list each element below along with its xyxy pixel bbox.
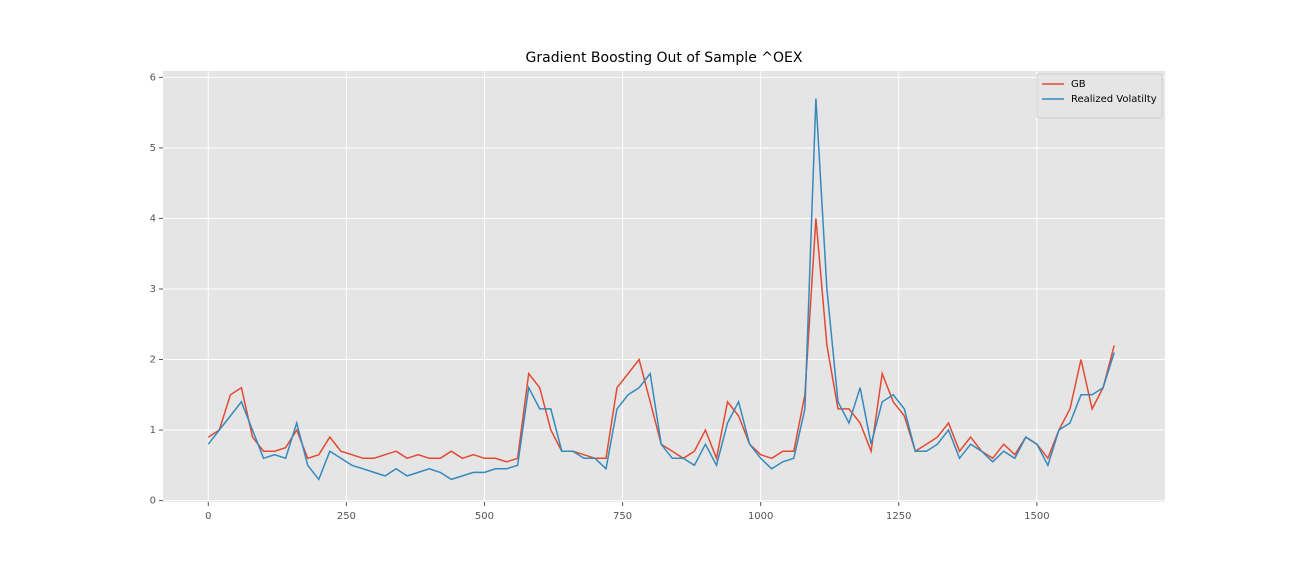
x-tick-label: 1250 [886,511,911,522]
y-tick-label: 4 [150,213,156,224]
x-tick-label: 0 [205,511,211,522]
plot-area [163,71,1165,502]
x-tick-label: 1000 [748,511,773,522]
y-tick-label: 1 [150,425,156,436]
legend-text: GB [1071,79,1086,90]
chart-title: Gradient Boosting Out of Sample ^OEX [526,50,803,66]
y-tick-label: 6 [150,72,156,83]
y-tick-label: 0 [150,496,156,507]
y-tick-label: 5 [150,143,156,154]
x-tick-label: 500 [475,511,494,522]
legend-text: Realized Volatilty [1071,94,1157,105]
legend-box [1036,73,1163,119]
x-tick-label: 250 [337,511,356,522]
y-tick-label: 3 [150,284,156,295]
x-tick-label: 1500 [1024,511,1049,522]
series-line [207,98,1115,481]
y-tick-label: 2 [150,355,156,366]
x-tick-label: 750 [613,511,632,522]
